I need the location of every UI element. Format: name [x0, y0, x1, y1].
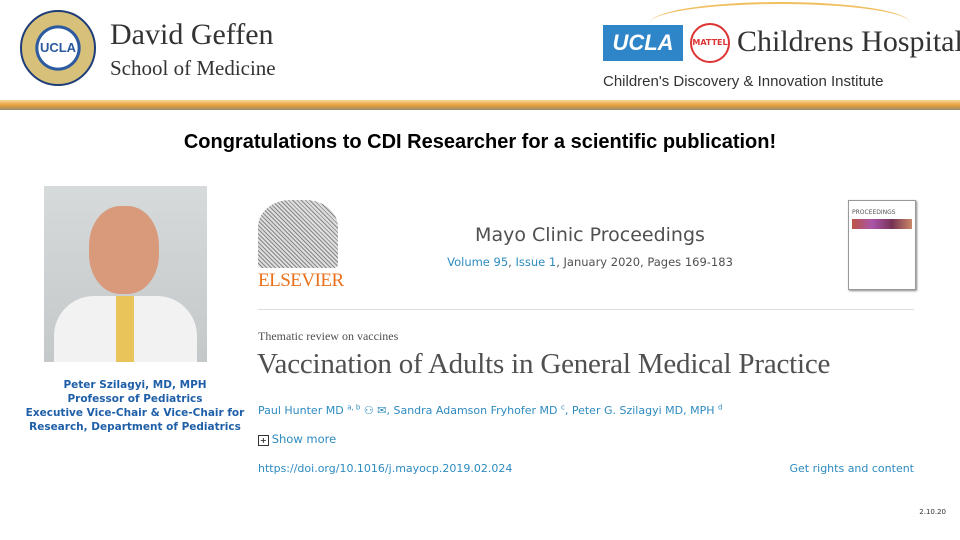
dgsom-logo-line1: David Geffen [110, 18, 274, 51]
researcher-caption: Peter Szilagyi, MD, MPH Professor of Ped… [20, 378, 250, 434]
dgsom-logo-line2: School of Medicine [110, 56, 276, 80]
issue-link[interactable]: Issue 1 [515, 255, 557, 269]
header-divider [0, 100, 960, 110]
author-link[interactable]: Paul Hunter MD [258, 404, 344, 417]
journal-cover[interactable]: PROCEEDINGS [848, 200, 916, 290]
headline: Congratulations to CDI Researcher for a … [183, 131, 777, 153]
mattel-logo: MATTEL [690, 23, 730, 63]
ucla-seal-logo: UCLA [20, 10, 96, 86]
article-title: Vaccination of Adults in General Medical… [257, 348, 831, 380]
hospital-name: Childrens Hospital [737, 25, 960, 58]
expand-icon: + [258, 435, 269, 446]
author-affiliation: a, b [347, 403, 361, 412]
email-icon[interactable]: ✉ [377, 404, 387, 417]
researcher-title: Professor of Pediatrics [67, 393, 203, 405]
rights-link[interactable]: Get rights and content [789, 462, 914, 475]
elsevier-tree-icon [258, 200, 338, 268]
researcher-role: Executive Vice-Chair & Vice-Chair for Re… [25, 407, 245, 433]
ucla-logo: UCLA [603, 25, 683, 61]
cover-images [852, 219, 912, 229]
star-arc-decoration [650, 2, 910, 44]
elsevier-logo: ELSEVIER [258, 270, 344, 291]
cover-title: PROCEEDINGS [852, 209, 896, 216]
date-pages: , January 2020, Pages 169-183 [556, 255, 733, 269]
journal-issue: Volume 95, Issue 1, January 2020, Pages … [447, 255, 733, 269]
researcher-photo [44, 186, 207, 362]
author-affiliation: d [718, 403, 723, 412]
article-category: Thematic review on vaccines [258, 329, 399, 343]
author-link[interactable]: Peter G. Szilagyi MD, MPH [571, 404, 715, 417]
photo-tie [116, 296, 134, 362]
doi-link[interactable]: https://doi.org/10.1016/j.mayocp.2019.02… [258, 462, 513, 475]
author-link[interactable]: Sandra Adamson Fryhofer MD [393, 404, 558, 417]
author-affiliation: c [561, 403, 565, 412]
divider [258, 309, 914, 310]
seal-text: UCLA [39, 40, 77, 55]
author-list: Paul Hunter MD a, b ⚇ ✉, Sandra Adamson … [258, 403, 723, 417]
researcher-name: Peter Szilagyi, MD, MPH [63, 379, 207, 391]
show-more-button[interactable]: + Show more [258, 432, 336, 448]
journal-title[interactable]: Mayo Clinic Proceedings [475, 224, 705, 246]
show-more-label: Show more [271, 432, 337, 446]
slide-date: 2.10.20 [919, 508, 946, 516]
person-icon[interactable]: ⚇ [363, 404, 374, 417]
institute-name: Children's Discovery & Innovation Instit… [603, 73, 884, 90]
photo-face [89, 206, 159, 294]
volume-link[interactable]: Volume 95 [447, 255, 509, 269]
